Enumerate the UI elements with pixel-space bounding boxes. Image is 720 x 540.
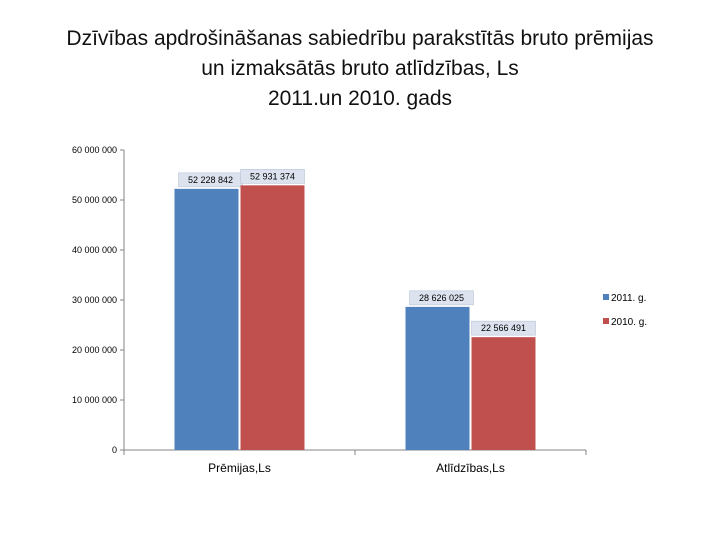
chart-title-line-3: 2011.un 2010. gads — [267, 87, 453, 110]
data-label: 28 626 025 — [419, 293, 464, 303]
y-tick-label: 10 000 000 — [72, 395, 117, 405]
y-tick-label: 30 000 000 — [72, 295, 117, 305]
y-tick-label: 60 000 000 — [72, 145, 117, 155]
legend-swatch — [603, 318, 609, 324]
x-category-label: Atlīdzības,Ls — [436, 461, 505, 475]
data-label: 52 931 374 — [250, 171, 295, 181]
data-label: 52 228 842 — [188, 175, 233, 185]
bar — [471, 337, 536, 450]
y-tick-label: 0 — [112, 445, 117, 455]
chart-title: Dzīvības apdrošināšanas sabiedrību parak… — [0, 24, 720, 114]
data-label-box — [471, 320, 536, 336]
legend-swatch — [603, 294, 609, 300]
bar — [174, 188, 239, 451]
data-label-box — [409, 290, 474, 306]
chart-title-line-1: Dzīvības apdrošināšanas sabiedrību parak… — [66, 27, 654, 50]
bar — [405, 306, 470, 450]
data-label-box — [240, 169, 305, 184]
bar — [240, 185, 305, 450]
y-tick-label: 50 000 000 — [72, 195, 117, 205]
y-tick-label: 20 000 000 — [72, 345, 117, 355]
x-category-label: Prēmijas,Ls — [208, 461, 271, 475]
chart-title-line-2: un izmaksātās bruto atlīdzības, Ls — [201, 57, 519, 80]
legend-label: 2011. g. — [611, 293, 646, 304]
data-label: 22 566 491 — [481, 323, 526, 333]
legend-label: 2010. g. — [611, 317, 647, 328]
y-tick-label: 40 000 000 — [72, 245, 117, 255]
